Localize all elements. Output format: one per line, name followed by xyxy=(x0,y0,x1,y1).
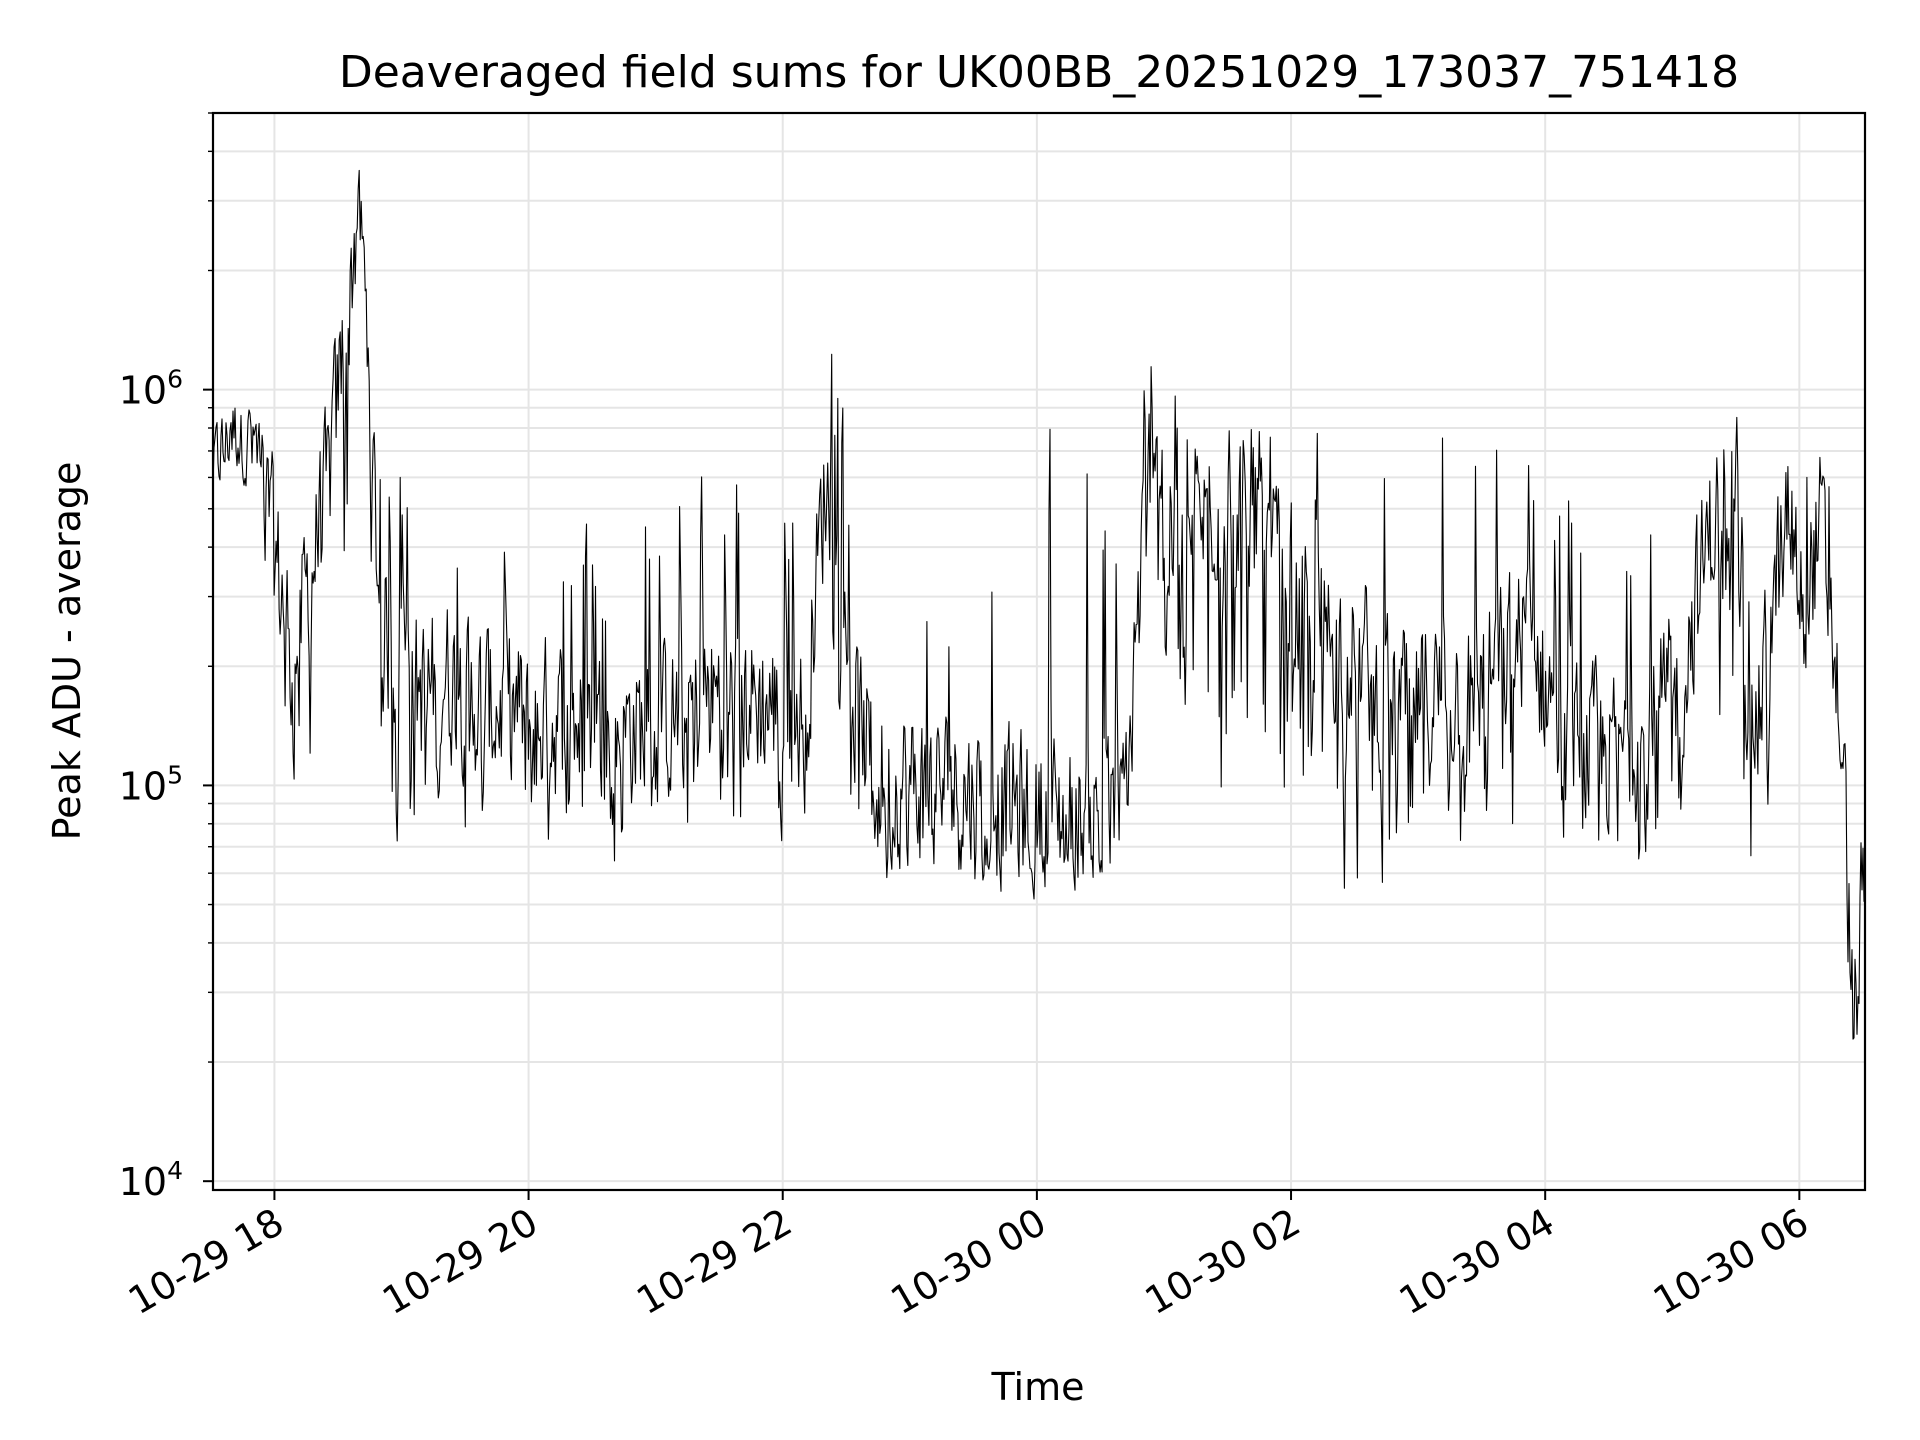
series-line xyxy=(212,169,1866,1040)
plot-frame xyxy=(211,111,1867,1192)
y-axis-label: Peak ADU - average xyxy=(45,462,89,841)
chart-title: Deaveraged field sums for UK00BB_2025102… xyxy=(339,47,1739,98)
x-axis-label: Time xyxy=(991,1365,1085,1409)
y-tick-label: 105 xyxy=(119,760,183,808)
plot-area xyxy=(212,169,1866,1040)
